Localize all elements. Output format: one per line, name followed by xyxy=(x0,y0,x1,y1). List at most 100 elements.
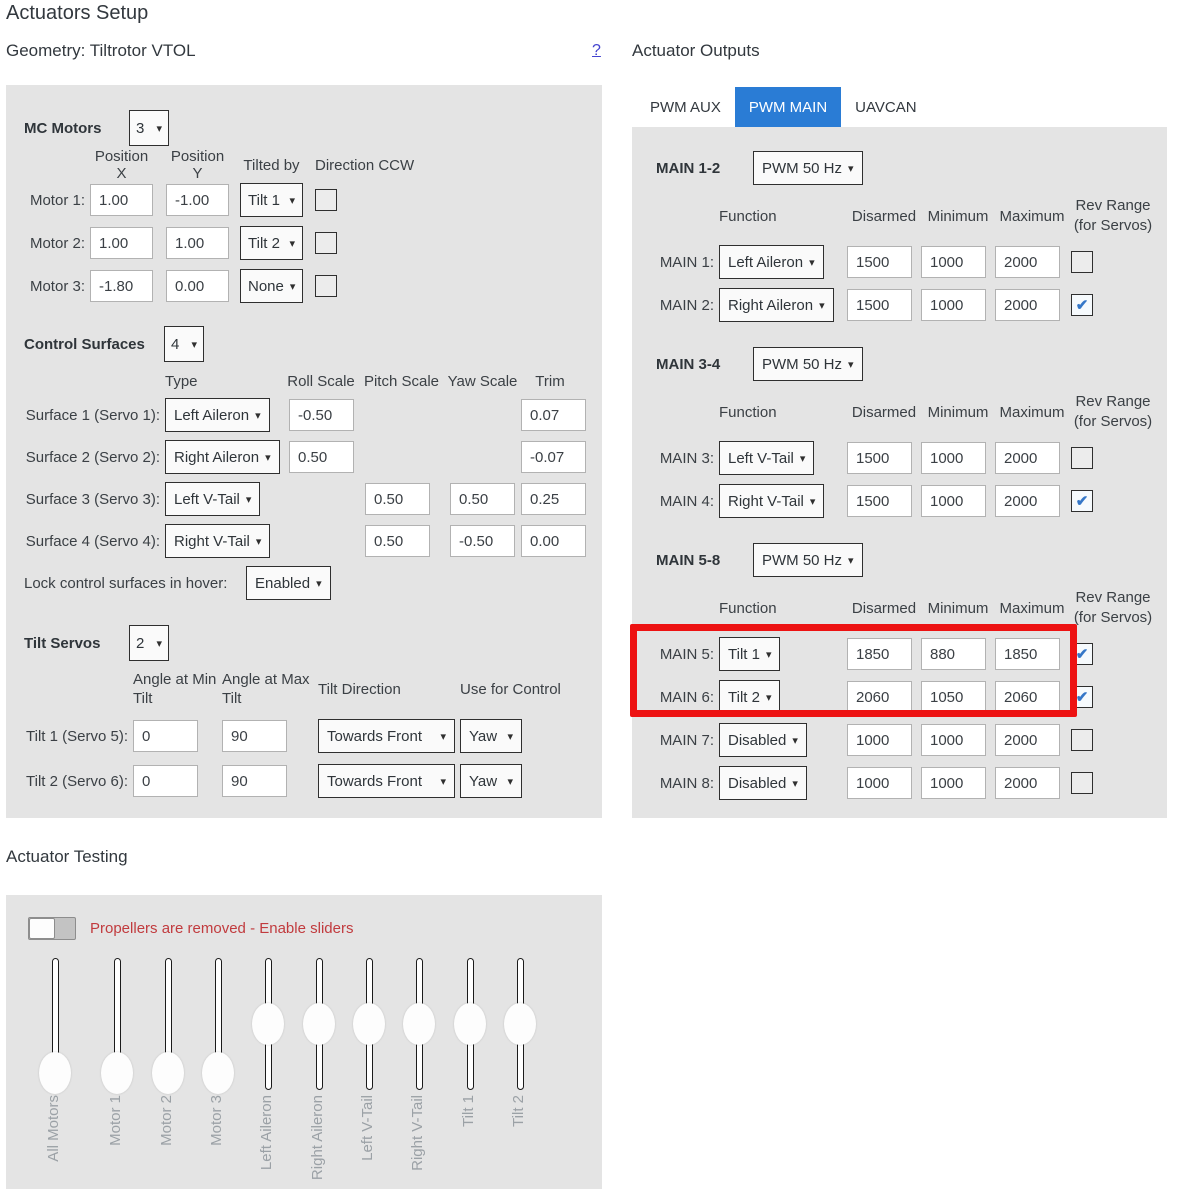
slider-handle[interactable] xyxy=(252,1003,284,1045)
surface-2-roll-scale-input[interactable] xyxy=(289,441,354,473)
motor-3-tilted-by-dropdown[interactable]: None xyxy=(240,269,303,303)
slider-handle[interactable] xyxy=(202,1052,234,1094)
main-3-minimum-input[interactable] xyxy=(921,442,986,474)
slider-handle[interactable] xyxy=(454,1003,486,1045)
main-2-disarmed-input[interactable] xyxy=(847,289,912,321)
main-4-disarmed-input[interactable] xyxy=(847,485,912,517)
tilt-2-angle-max-input[interactable] xyxy=(222,765,287,797)
main-8-maximum-input[interactable] xyxy=(995,767,1060,799)
surface-4-yaw-scale-input[interactable] xyxy=(450,525,515,557)
lock-surfaces-dropdown[interactable]: Enabled xyxy=(246,566,331,600)
main-8-minimum-input[interactable] xyxy=(921,767,986,799)
main-1-2-rate-dropdown[interactable]: PWM 50 Hz xyxy=(753,151,863,185)
help-link[interactable]: ? xyxy=(592,42,601,59)
main-3-rev-checkbox[interactable] xyxy=(1071,447,1093,469)
main-3-function-dropdown[interactable]: Left V-Tail xyxy=(719,441,815,475)
slider-left-v-tail[interactable]: Left V-Tail xyxy=(349,958,389,1161)
main-7-maximum-input[interactable] xyxy=(995,724,1060,756)
main-1-rev-checkbox[interactable] xyxy=(1071,251,1093,273)
surface-3-pitch-scale-input[interactable] xyxy=(365,483,430,515)
main-2-function-dropdown[interactable]: Right Aileron xyxy=(719,288,834,322)
tilt-2-direction-dropdown[interactable]: Towards Front xyxy=(318,764,455,798)
slider-tilt-2[interactable]: Tilt 2 xyxy=(500,958,540,1127)
main-7-disarmed-input[interactable] xyxy=(847,724,912,756)
tilt-1-angle-max-input[interactable] xyxy=(222,720,287,752)
main-8-function-dropdown[interactable]: Disabled xyxy=(719,766,807,800)
surface-3-trim-input[interactable] xyxy=(521,483,586,515)
main-3-disarmed-input[interactable] xyxy=(847,442,912,474)
surface-1-trim-input[interactable] xyxy=(521,399,586,431)
slider-motor-3[interactable]: Motor 3 xyxy=(198,958,238,1146)
tilt-1-angle-min-input[interactable] xyxy=(133,720,198,752)
enable-sliders-toggle[interactable] xyxy=(28,917,76,940)
main-4-function-dropdown[interactable]: Right V-Tail xyxy=(719,484,825,518)
main-5-maximum-input[interactable] xyxy=(995,638,1060,670)
main-1-disarmed-input[interactable] xyxy=(847,246,912,278)
slider-all-motors[interactable]: All Motors xyxy=(35,958,75,1162)
tab-pwm-aux[interactable]: PWM AUX xyxy=(650,98,721,116)
motor-1-position-x-input[interactable] xyxy=(90,184,153,216)
main-7-function-dropdown[interactable]: Disabled xyxy=(719,723,807,757)
surface-1-roll-scale-input[interactable] xyxy=(289,399,354,431)
surface-4-pitch-scale-input[interactable] xyxy=(365,525,430,557)
main-5-disarmed-input[interactable] xyxy=(847,638,912,670)
mc-motors-count-dropdown[interactable]: 3 xyxy=(129,110,169,146)
surface-3-yaw-scale-input[interactable] xyxy=(450,483,515,515)
slider-right-aileron[interactable]: Right Aileron xyxy=(299,958,339,1180)
surface-3-type-dropdown[interactable]: Left V-Tail xyxy=(165,482,261,516)
slider-right-v-tail[interactable]: Right V-Tail xyxy=(399,958,439,1171)
main-1-maximum-input[interactable] xyxy=(995,246,1060,278)
tilt-2-control-dropdown[interactable]: Yaw xyxy=(460,764,522,798)
motor-2-ccw-checkbox[interactable] xyxy=(315,232,337,254)
main-2-rev-checkbox[interactable] xyxy=(1071,294,1093,316)
main-5-8-rate-dropdown[interactable]: PWM 50 Hz xyxy=(753,543,863,577)
surface-2-trim-input[interactable] xyxy=(521,441,586,473)
tilt-1-control-dropdown[interactable]: Yaw xyxy=(460,719,522,753)
slider-handle[interactable] xyxy=(39,1052,71,1094)
tab-pwm-main[interactable]: PWM MAIN xyxy=(734,87,842,127)
main-5-function-dropdown[interactable]: Tilt 1 xyxy=(719,637,781,671)
main-8-disarmed-input[interactable] xyxy=(847,767,912,799)
motor-3-ccw-checkbox[interactable] xyxy=(315,275,337,297)
main-2-minimum-input[interactable] xyxy=(921,289,986,321)
slider-handle[interactable] xyxy=(504,1003,536,1045)
main-6-rev-checkbox[interactable] xyxy=(1071,686,1093,708)
main-7-rev-checkbox[interactable] xyxy=(1071,729,1093,751)
main-7-minimum-input[interactable] xyxy=(921,724,986,756)
slider-handle[interactable] xyxy=(303,1003,335,1045)
main-6-disarmed-input[interactable] xyxy=(847,681,912,713)
slider-handle[interactable] xyxy=(353,1003,385,1045)
motor-2-tilted-by-dropdown[interactable]: Tilt 2 xyxy=(240,226,303,260)
motor-3-position-y-input[interactable] xyxy=(166,270,229,302)
motor-1-ccw-checkbox[interactable] xyxy=(315,189,337,211)
main-4-rev-checkbox[interactable] xyxy=(1071,490,1093,512)
motor-1-position-y-input[interactable] xyxy=(166,184,229,216)
motor-1-tilted-by-dropdown[interactable]: Tilt 1 xyxy=(240,183,303,217)
main-4-minimum-input[interactable] xyxy=(921,485,986,517)
motor-2-position-y-input[interactable] xyxy=(166,227,229,259)
main-6-minimum-input[interactable] xyxy=(921,681,986,713)
main-5-rev-checkbox[interactable] xyxy=(1071,643,1093,665)
slider-handle[interactable] xyxy=(152,1052,184,1094)
main-1-minimum-input[interactable] xyxy=(921,246,986,278)
control-surfaces-count-dropdown[interactable]: 4 xyxy=(164,326,204,362)
main-6-maximum-input[interactable] xyxy=(995,681,1060,713)
slider-motor-1[interactable]: Motor 1 xyxy=(97,958,137,1146)
surface-4-type-dropdown[interactable]: Right V-Tail xyxy=(165,524,271,558)
main-3-maximum-input[interactable] xyxy=(995,442,1060,474)
main-4-maximum-input[interactable] xyxy=(995,485,1060,517)
slider-handle[interactable] xyxy=(403,1003,435,1045)
surface-2-type-dropdown[interactable]: Right Aileron xyxy=(165,440,280,474)
tab-uavcan[interactable]: UAVCAN xyxy=(855,98,917,116)
main-6-function-dropdown[interactable]: Tilt 2 xyxy=(719,680,781,714)
motor-3-position-x-input[interactable] xyxy=(90,270,153,302)
motor-2-position-x-input[interactable] xyxy=(90,227,153,259)
main-3-4-rate-dropdown[interactable]: PWM 50 Hz xyxy=(753,347,863,381)
slider-left-aileron[interactable]: Left Aileron xyxy=(248,958,288,1170)
slider-tilt-1[interactable]: Tilt 1 xyxy=(450,958,490,1127)
tilt-1-direction-dropdown[interactable]: Towards Front xyxy=(318,719,455,753)
surface-4-trim-input[interactable] xyxy=(521,525,586,557)
surface-1-type-dropdown[interactable]: Left Aileron xyxy=(165,398,270,432)
slider-motor-2[interactable]: Motor 2 xyxy=(148,958,188,1146)
main-5-minimum-input[interactable] xyxy=(921,638,986,670)
